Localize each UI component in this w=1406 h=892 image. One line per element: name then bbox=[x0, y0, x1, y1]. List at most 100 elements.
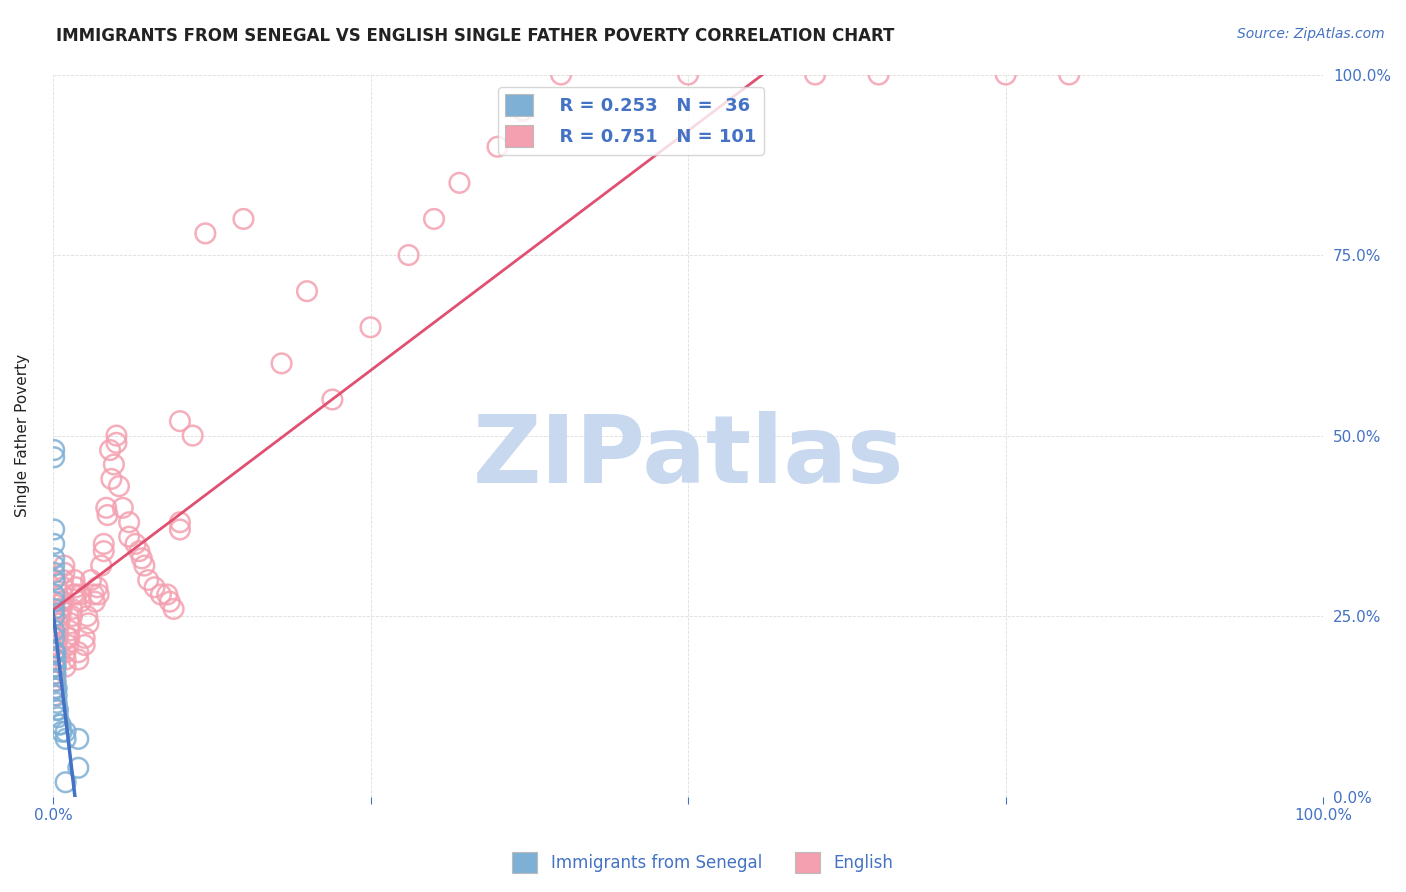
Point bbox=[423, 211, 446, 226]
Point bbox=[77, 616, 100, 631]
Y-axis label: Single Father Poverty: Single Father Poverty bbox=[15, 354, 30, 517]
Point bbox=[70, 595, 93, 609]
Point bbox=[44, 587, 66, 601]
Point bbox=[550, 68, 572, 82]
Point bbox=[44, 681, 66, 696]
Point bbox=[46, 631, 69, 645]
Point bbox=[48, 717, 70, 731]
Point bbox=[83, 595, 105, 609]
Point bbox=[63, 573, 86, 587]
Point bbox=[44, 667, 66, 681]
Point bbox=[45, 631, 67, 645]
Point bbox=[93, 544, 115, 558]
Point bbox=[48, 609, 70, 624]
Point bbox=[169, 515, 191, 529]
Text: ZIPatlas: ZIPatlas bbox=[472, 411, 904, 503]
Point bbox=[83, 587, 105, 601]
Point bbox=[73, 631, 96, 645]
Point bbox=[58, 624, 80, 638]
Point bbox=[232, 211, 254, 226]
Point bbox=[60, 609, 83, 624]
Point bbox=[73, 638, 96, 652]
Point bbox=[486, 140, 509, 154]
Point bbox=[118, 515, 141, 529]
Point bbox=[48, 616, 70, 631]
Point bbox=[93, 537, 115, 551]
Point bbox=[46, 624, 69, 638]
Point bbox=[159, 595, 181, 609]
Point bbox=[67, 652, 90, 666]
Point bbox=[67, 645, 90, 659]
Point bbox=[87, 587, 110, 601]
Point bbox=[100, 472, 122, 486]
Point bbox=[96, 500, 118, 515]
Point bbox=[136, 573, 159, 587]
Point bbox=[80, 573, 103, 587]
Point bbox=[128, 544, 150, 558]
Point bbox=[44, 689, 66, 703]
Point bbox=[149, 587, 172, 601]
Point bbox=[44, 659, 66, 673]
Point bbox=[131, 551, 153, 566]
Point bbox=[49, 602, 72, 616]
Point bbox=[45, 689, 67, 703]
Point bbox=[105, 435, 128, 450]
Point bbox=[55, 724, 77, 739]
Point bbox=[53, 558, 76, 573]
Point bbox=[44, 667, 66, 681]
Point bbox=[45, 638, 67, 652]
Point bbox=[194, 227, 217, 241]
Point bbox=[162, 602, 184, 616]
Point bbox=[44, 537, 66, 551]
Point bbox=[994, 68, 1017, 82]
Point bbox=[49, 609, 72, 624]
Point bbox=[156, 587, 179, 601]
Point bbox=[868, 68, 890, 82]
Point bbox=[55, 659, 77, 673]
Point bbox=[51, 595, 73, 609]
Point bbox=[44, 602, 66, 616]
Point bbox=[44, 652, 66, 666]
Point bbox=[65, 580, 87, 594]
Point bbox=[44, 566, 66, 580]
Point bbox=[44, 450, 66, 465]
Point bbox=[45, 652, 67, 666]
Point bbox=[98, 443, 121, 458]
Point bbox=[169, 414, 191, 428]
Point bbox=[44, 609, 66, 624]
Point bbox=[56, 638, 79, 652]
Point bbox=[46, 703, 69, 717]
Legend: Immigrants from Senegal, English: Immigrants from Senegal, English bbox=[506, 846, 900, 880]
Point bbox=[67, 761, 90, 775]
Point bbox=[169, 523, 191, 537]
Point bbox=[181, 428, 204, 442]
Point bbox=[45, 703, 67, 717]
Point bbox=[143, 580, 166, 594]
Point bbox=[70, 587, 93, 601]
Point bbox=[52, 595, 75, 609]
Point bbox=[44, 624, 66, 638]
Point bbox=[44, 645, 66, 659]
Text: Source: ZipAtlas.com: Source: ZipAtlas.com bbox=[1237, 27, 1385, 41]
Point bbox=[59, 616, 82, 631]
Point bbox=[44, 631, 66, 645]
Point bbox=[804, 68, 827, 82]
Point bbox=[44, 674, 66, 689]
Point bbox=[321, 392, 343, 407]
Point bbox=[45, 645, 67, 659]
Point bbox=[44, 659, 66, 673]
Legend:   R = 0.253   N =  36,   R = 0.751   N = 101: R = 0.253 N = 36, R = 0.751 N = 101 bbox=[498, 87, 763, 154]
Point bbox=[45, 696, 67, 710]
Point bbox=[55, 645, 77, 659]
Point bbox=[56, 631, 79, 645]
Point bbox=[44, 595, 66, 609]
Point bbox=[295, 284, 318, 298]
Point bbox=[44, 645, 66, 659]
Point bbox=[44, 443, 66, 458]
Point bbox=[55, 652, 77, 666]
Point bbox=[44, 551, 66, 566]
Point bbox=[270, 356, 292, 370]
Point bbox=[49, 717, 72, 731]
Point bbox=[51, 724, 73, 739]
Point bbox=[67, 731, 90, 746]
